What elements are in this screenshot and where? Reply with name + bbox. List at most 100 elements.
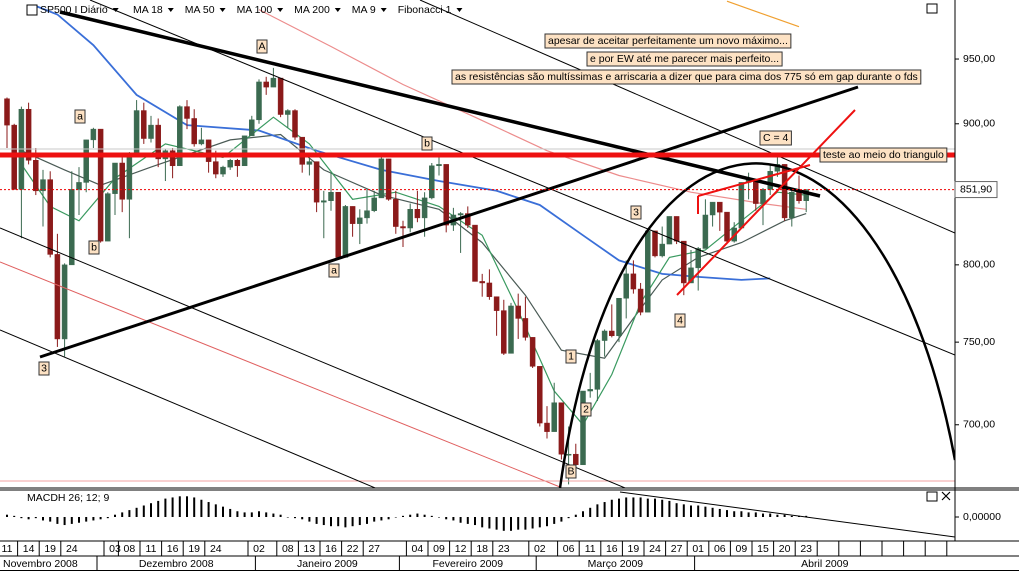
macd-bar: [344, 517, 347, 528]
candle-body: [565, 453, 572, 456]
macd-bar: [236, 511, 239, 517]
candle-body: [292, 110, 298, 138]
candle-body: [385, 158, 392, 200]
candle-body: [601, 330, 608, 341]
candle-body: [141, 110, 147, 139]
candle-body: [457, 213, 464, 216]
maximize-button[interactable]: [926, 491, 938, 502]
dropdown-arrow[interactable]: [380, 8, 387, 12]
macd-bar: [668, 500, 671, 517]
macd-bar: [574, 514, 577, 517]
macd-bar: [178, 496, 181, 517]
x-tick-label: 02: [534, 543, 546, 555]
trendline: [59, 10, 821, 198]
macd-bar: [121, 512, 124, 517]
macd-title: MACDH 26; 12; 9: [27, 492, 109, 504]
dropdown-arrow[interactable]: [456, 8, 463, 12]
candle-body: [558, 402, 565, 455]
maximize-button[interactable]: [926, 3, 938, 14]
close-button[interactable]: [941, 491, 951, 501]
y-tick-label: 700,00: [963, 419, 995, 431]
wave-label: b: [424, 137, 430, 149]
macd-bar: [445, 517, 448, 520]
candle-body: [40, 179, 46, 192]
legend-entry[interactable]: MA 9: [352, 4, 376, 16]
candle-body: [753, 179, 759, 204]
candle-body: [220, 166, 226, 175]
candle-body: [61, 264, 68, 340]
wave-label: a: [77, 110, 83, 122]
macd-bar: [582, 511, 584, 517]
dropdown-arrow[interactable]: [334, 8, 341, 12]
legend-entry[interactable]: MA 100: [237, 4, 273, 16]
candle-body: [191, 118, 197, 145]
candle-body: [112, 162, 118, 194]
legend-entry[interactable]: MA 200: [294, 4, 330, 16]
dropdown-arrow[interactable]: [167, 8, 174, 12]
x-tick-label: 12: [455, 543, 467, 555]
macd-bar: [366, 517, 368, 524]
candle-body: [285, 110, 291, 115]
legend-entry[interactable]: MA 50: [185, 4, 215, 16]
candle-body: [529, 337, 536, 367]
note-text: apesar de aceitar perfeitamente um novo …: [548, 35, 788, 47]
dropdown-arrow[interactable]: [219, 8, 226, 12]
macd-bar: [114, 514, 116, 517]
dropdown-arrow[interactable]: [112, 8, 119, 12]
wave-box: [565, 349, 577, 364]
candle-body: [594, 340, 601, 390]
macd-bar: [798, 515, 800, 517]
dropdown-arrow[interactable]: [277, 8, 284, 12]
candle-body: [465, 213, 471, 226]
macd-bar: [157, 500, 160, 517]
candle-body: [767, 171, 773, 190]
wave-box: [38, 361, 50, 376]
macd-bar: [654, 498, 656, 517]
x-tick-label: 27: [368, 543, 380, 555]
macd-bar: [171, 497, 174, 517]
macd-bar: [286, 517, 289, 518]
candle-body: [407, 209, 413, 229]
macd-bar: [229, 508, 232, 517]
macd-bar: [27, 517, 30, 520]
macd-bar: [603, 502, 606, 517]
x-tick-label: 06: [563, 543, 575, 555]
candle-body: [681, 240, 687, 284]
macd-bar: [682, 504, 685, 517]
candle-body: [313, 161, 320, 203]
x-tick-label: 27: [671, 543, 683, 555]
macd-bar: [214, 504, 217, 517]
macd-bar: [452, 517, 455, 521]
candle-body: [443, 164, 449, 226]
wave-box: [674, 313, 686, 328]
legend-tool[interactable]: Fibonacci 1: [398, 4, 452, 16]
legend-entry[interactable]: MA 18: [133, 4, 163, 16]
macd-bar: [243, 512, 246, 517]
candle-body: [666, 216, 673, 245]
macd-bar: [747, 512, 750, 517]
trendline: [419, 0, 955, 234]
macd-bar: [128, 510, 131, 517]
macd-bar: [538, 517, 541, 528]
x-tick-label: 08: [124, 543, 136, 555]
chart-icon[interactable]: [26, 4, 38, 16]
candle-body: [421, 197, 428, 219]
macd-bar: [56, 517, 59, 524]
macd-bar: [726, 510, 728, 517]
x-tick-label: 04: [412, 543, 424, 555]
candle-body: [119, 162, 125, 200]
candle-body: [241, 135, 248, 167]
x-tick-label: 19: [628, 543, 640, 555]
macd-bar: [6, 514, 8, 517]
macd-bar: [740, 511, 743, 517]
macd-bar: [481, 517, 484, 528]
macd-bar: [718, 508, 721, 517]
macd-bar: [423, 514, 426, 517]
x-tick-label: 01: [692, 543, 704, 555]
candle-body: [299, 136, 305, 165]
candle-body: [400, 226, 406, 229]
macd-bar: [272, 513, 275, 517]
candle-body: [414, 209, 421, 219]
candle-body: [479, 281, 485, 284]
